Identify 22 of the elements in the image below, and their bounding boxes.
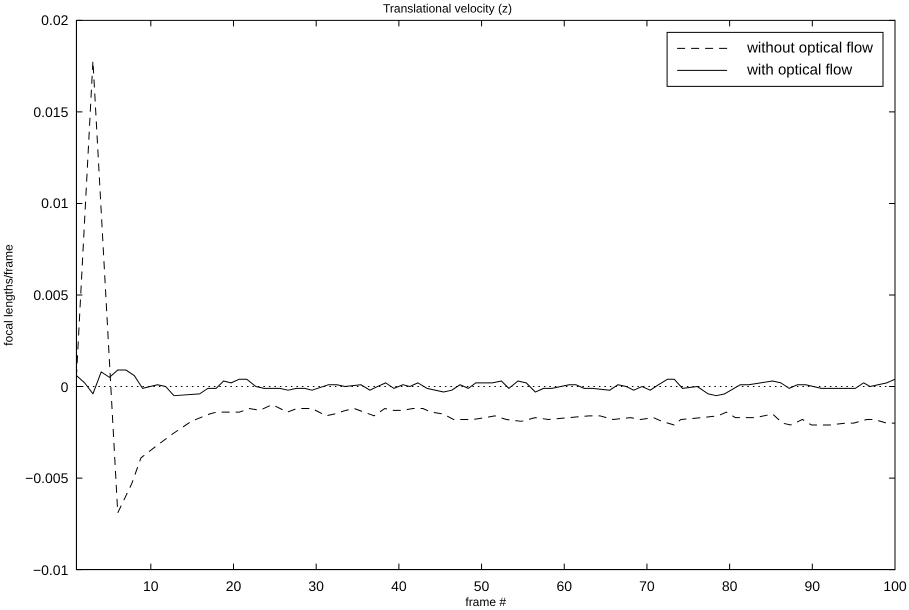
legend-label: with optical flow [746, 62, 852, 79]
x-tick-label: 80 [722, 578, 738, 594]
y-tick-label: 0.005 [33, 287, 68, 303]
x-tick-label: 50 [474, 578, 490, 594]
y-tick-label: 0 [60, 378, 68, 395]
x-tick-label: 60 [556, 578, 572, 594]
x-tick-label: 100 [883, 578, 907, 594]
y-axis-title: focal lengths/frame [2, 244, 16, 346]
x-tick-label: 40 [391, 578, 407, 594]
x-axis-title: frame # [465, 595, 506, 610]
y-tick-label: −0.005 [25, 470, 68, 486]
x-tick-label: 20 [226, 578, 242, 594]
y-tick-label: 0.02 [41, 12, 68, 28]
chart-title: Translational velocity (z) [383, 2, 512, 16]
legend-label: without optical flow [746, 40, 874, 57]
x-tick-label: 30 [308, 578, 324, 594]
y-tick-label: −0.01 [32, 562, 68, 578]
y-tick-label: 0.01 [41, 195, 68, 212]
x-tick-label: 90 [804, 578, 820, 594]
x-tick-label: 70 [639, 578, 655, 594]
y-tick-label: 0.015 [33, 104, 68, 120]
x-tick-label: 10 [143, 578, 159, 594]
